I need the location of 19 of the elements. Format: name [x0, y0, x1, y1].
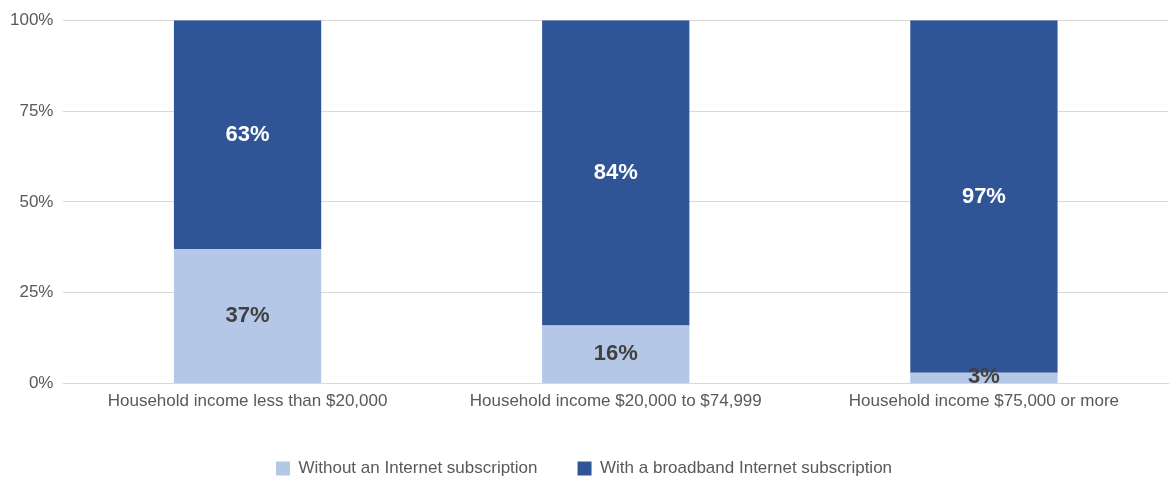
data-label: 63% [225, 120, 270, 146]
bar [542, 20, 690, 326]
bar [173, 20, 322, 250]
data-label: 37% [225, 302, 270, 328]
legend-label: Without an Internet subscription [298, 458, 538, 478]
y-tick-label: 0% [28, 373, 54, 393]
bar [542, 325, 690, 384]
y-tick-label: 25% [19, 282, 54, 302]
data-label: 97% [961, 182, 1006, 208]
legend-label: With a broadband Internet subscription [600, 458, 893, 478]
data-label: 84% [593, 158, 638, 184]
x-tick-label: Household income $75,000 or more [848, 391, 1120, 411]
y-tick-label: 50% [19, 191, 54, 211]
y-tick-label: 75% [19, 100, 54, 120]
y-tick-label: 100% [10, 9, 54, 29]
data-label: 16% [593, 340, 638, 366]
bar [173, 249, 322, 384]
x-tick-label: Household income less than $20,000 [107, 391, 388, 411]
x-tick-label: Household income $20,000 to $74,999 [469, 391, 762, 411]
